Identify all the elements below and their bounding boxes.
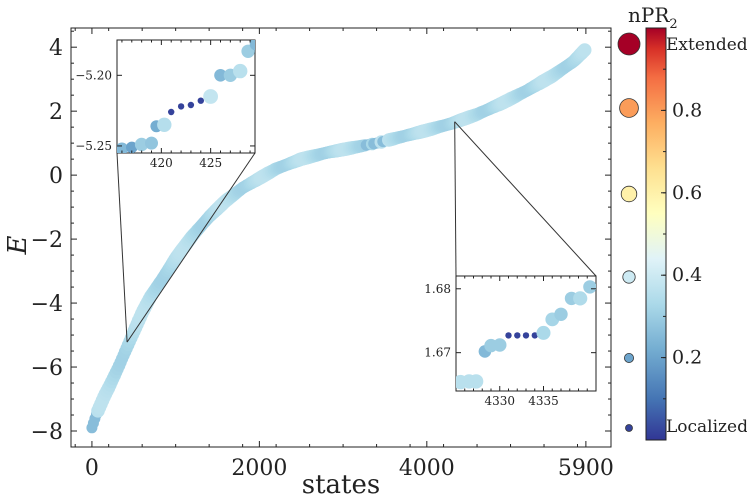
zoom-line-high-left	[454, 121, 457, 277]
colorbar-title-subscript: 2	[669, 17, 677, 32]
inset-data-point	[531, 332, 538, 339]
inset-high-energy: 4330 4335 1.68 1.67	[424, 275, 597, 408]
data-point	[577, 43, 592, 57]
colorbar-tick-label: 0.8	[672, 99, 702, 121]
main-scatter-points	[86, 43, 592, 434]
inset-data-point	[468, 374, 484, 389]
inset-frame	[116, 39, 256, 154]
y-tick-label: 0	[49, 164, 63, 189]
inset-data-point	[177, 103, 185, 110]
y-tick-label: −8	[31, 420, 63, 445]
inset-points	[117, 40, 255, 153]
inset-data-point	[203, 89, 219, 104]
size-legend-marker	[622, 270, 636, 284]
inset-data-point	[214, 69, 227, 82]
y-tick-label: 2	[49, 100, 63, 125]
y-axis-label: E	[3, 235, 33, 255]
inset-data-point	[249, 40, 255, 51]
y-tick-label: −4	[31, 292, 63, 317]
inset-data-point	[573, 291, 588, 306]
zoom-connector-lines	[116, 121, 597, 343]
inset-y-tick-label: −5.25	[75, 139, 112, 153]
size-legend-marker	[617, 32, 641, 56]
size-legend-marker	[619, 98, 639, 118]
inset-data-point	[536, 325, 551, 340]
inset-data-point	[505, 332, 512, 339]
size-legend-marker	[625, 424, 633, 432]
inset-data-point	[157, 117, 172, 132]
y-tick-label: −2	[31, 228, 63, 253]
colorbar-title-main: nPR	[628, 3, 670, 27]
size-legend-marker	[620, 185, 638, 203]
inset-x-tick-label: 425	[199, 156, 222, 170]
inset-data-point	[134, 137, 149, 152]
colorbar-title: nPR2	[628, 3, 678, 32]
inset-data-point	[168, 108, 175, 116]
inset-x-tick-label: 4335	[528, 394, 559, 408]
x-tick-label: 5900	[558, 456, 614, 481]
y-tick-label: −6	[31, 356, 63, 381]
colorbar-ticks: 0.2 0.4 0.6 0.8	[661, 27, 702, 400]
inset-points	[456, 280, 596, 390]
inset-data-point	[233, 63, 248, 79]
x-axis-label: states	[302, 470, 380, 500]
x-tick-label: 2000	[231, 456, 287, 481]
inset-y-tick-label: 1.68	[424, 282, 451, 296]
colorbar-tick-label: 0.4	[672, 264, 702, 286]
colorbar-tick-label: 0.2	[672, 347, 702, 369]
main-plot-frame	[70, 27, 612, 448]
inset-y-tick-label: −5.20	[75, 68, 112, 82]
inset-data-point	[522, 332, 530, 339]
inset-x-tick-label: 420	[150, 156, 173, 170]
inset-low-energy: 420 425 −5.20 −5.25	[75, 39, 256, 170]
colorbar-bottom-label: Localized	[666, 417, 747, 437]
size-legend-marker	[624, 352, 635, 363]
zoom-line-low-left	[116, 152, 128, 343]
zoom-line-high-right	[454, 121, 597, 277]
x-tick-label: 0	[85, 456, 99, 481]
colorbar-top-label: Extended	[666, 35, 747, 55]
zoom-line-low-right	[126, 152, 256, 343]
inset-data-point	[187, 101, 195, 109]
inset-data-point	[583, 280, 596, 294]
y-tick-label: 4	[49, 36, 63, 61]
inset-data-point	[514, 332, 521, 339]
inset-x-tick-label: 4330	[484, 394, 515, 408]
inset-y-tick-label: 1.67	[424, 346, 451, 360]
x-tick-label: 4000	[399, 456, 455, 481]
inset-data-point	[493, 338, 507, 352]
inset-data-point	[145, 136, 158, 150]
inset-data-point	[117, 142, 129, 153]
inset-data-point	[197, 97, 204, 104]
size-legend	[617, 32, 641, 432]
inset-data-point	[126, 141, 138, 153]
colorbar-tick-label: 0.6	[672, 182, 702, 204]
inset-data-point	[554, 307, 568, 321]
